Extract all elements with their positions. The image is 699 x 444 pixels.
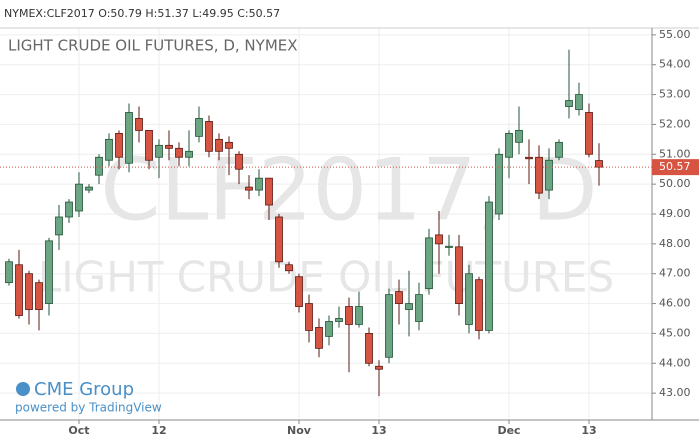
candle-body (365, 333, 373, 364)
candle-body (485, 201, 493, 331)
candle-body (495, 153, 503, 215)
watermark-symbol: CLF2017, D (100, 140, 597, 240)
y-tick-label: 45.00 (659, 326, 691, 339)
candle-body (185, 150, 193, 158)
candle-body (205, 121, 213, 152)
candle-body (115, 132, 123, 158)
candle-body (225, 141, 233, 149)
candle-body (535, 156, 543, 194)
y-tick-label: 50.00 (659, 177, 691, 190)
candle-body (305, 303, 313, 331)
y-tick-label: 49.00 (659, 207, 691, 220)
candle-body (595, 160, 603, 168)
candle-body (285, 264, 293, 272)
candle-body (415, 294, 423, 322)
candle-body (545, 159, 553, 191)
candle-body (435, 234, 443, 245)
logo: CME Group powered by TradingView (15, 379, 162, 415)
y-tick-label: 43.00 (659, 386, 691, 399)
y-tick-label: 44.00 (659, 356, 691, 369)
y-tick-label: 51.00 (659, 147, 691, 160)
candle-body (265, 177, 273, 206)
candle-body (75, 183, 83, 212)
candle-body (175, 147, 183, 158)
x-tick-label: 13 (371, 424, 386, 437)
candle-body (15, 264, 23, 316)
candles (0, 49, 652, 397)
candle-body (345, 306, 353, 325)
candle-body (585, 112, 593, 155)
logo-icon (16, 382, 30, 396)
candle-body (295, 276, 303, 307)
candle-body (155, 144, 163, 158)
candle-body (515, 130, 523, 143)
y-tick-label: 48.00 (659, 237, 691, 250)
candle-body (165, 144, 173, 149)
candle-body (195, 118, 203, 137)
candle-body (575, 94, 583, 110)
y-tick-label: 46.00 (659, 297, 691, 310)
candle-body (65, 201, 73, 218)
last-price-label: 50.57 (659, 160, 691, 173)
axes: 43.00 44.00 45.00 46.00 47.00 48.00 49.00 50.00… (68, 28, 699, 437)
x-tick-label: 12 (151, 424, 166, 437)
candle-body (395, 291, 403, 304)
candle-body (105, 138, 113, 161)
candle-body (505, 132, 513, 158)
watermark-name: LIGHT CRUDE OIL FUTURES (38, 253, 614, 302)
candle-body (235, 153, 243, 170)
candle-body (325, 321, 333, 337)
candle-body (215, 138, 223, 152)
candle-body (275, 216, 283, 263)
y-tick-label: 47.00 (659, 267, 691, 280)
candle-body (5, 261, 13, 284)
candle-body (375, 365, 383, 370)
candle-body (95, 156, 103, 176)
candle-body (35, 282, 43, 310)
candle-body (555, 141, 563, 158)
candle-body (85, 186, 93, 191)
candle-body (255, 177, 263, 191)
y-tick-label: 55.00 (659, 28, 691, 41)
candle-body (125, 112, 133, 164)
logo-text: CME Group (34, 379, 134, 400)
candle-body (335, 318, 343, 322)
candle-body (355, 306, 363, 325)
candle-body (45, 240, 53, 304)
y-tick-label: 52.00 (659, 117, 691, 130)
candle-body (25, 273, 33, 310)
credit: powered by TradingView (15, 401, 162, 415)
x-tick-label: Nov (287, 424, 312, 437)
candle-body (405, 303, 413, 310)
candle-body (565, 100, 573, 107)
candle-body (315, 327, 323, 349)
candle-body (55, 216, 63, 236)
candle-body (145, 130, 153, 161)
chart-title: LIGHT CRUDE OIL FUTURES, D, NYMEX (8, 37, 298, 55)
candle-body (465, 273, 473, 325)
candle-body (525, 156, 533, 160)
x-tick-label: 13 (581, 424, 596, 437)
symbol-header: NYMEX:CLF2017 O:50.79 H:51.37 L:49.95 C:… (4, 7, 280, 20)
y-tick-label: 53.00 (659, 88, 691, 101)
x-tick-label: Oct (68, 424, 89, 437)
candle-body (475, 279, 483, 331)
y-tick-label: 54.00 (659, 58, 691, 71)
candle-body (245, 186, 253, 191)
candle-body (425, 237, 433, 290)
candle-body (385, 294, 393, 358)
candle-body (455, 246, 463, 304)
candle-body (135, 118, 143, 131)
x-tick-label: Dec (497, 424, 520, 437)
last-price-box (652, 159, 699, 176)
candle-body (445, 245, 453, 248)
